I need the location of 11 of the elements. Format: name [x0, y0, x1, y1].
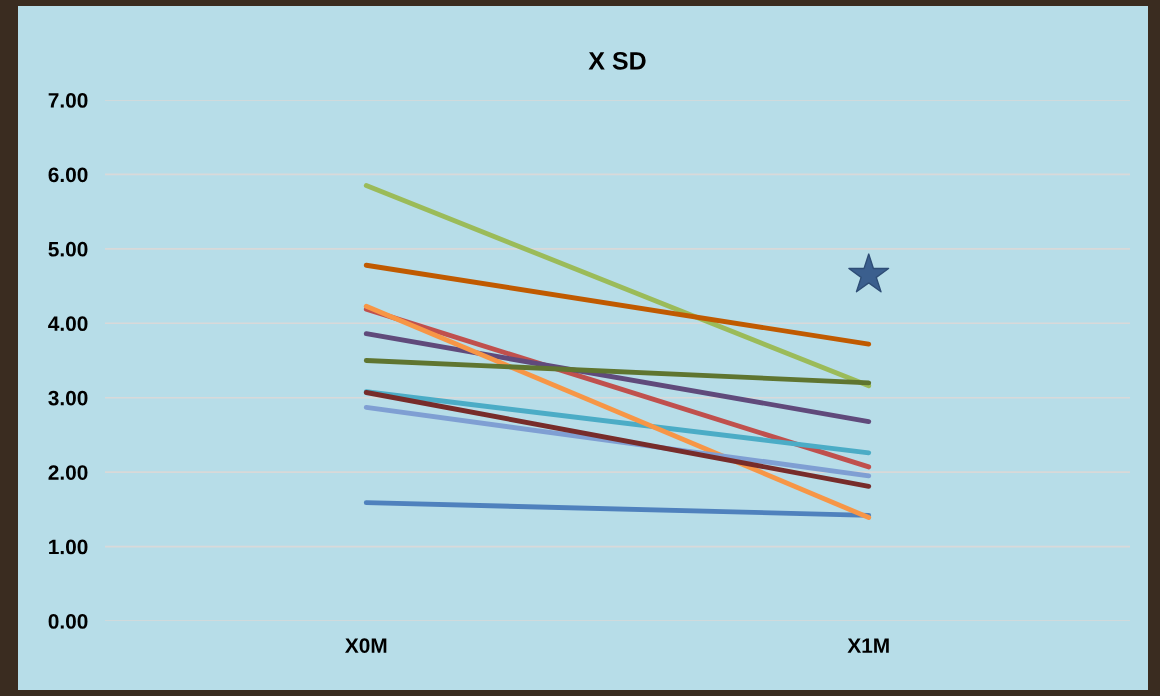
- y-tick-label: 0.00: [48, 614, 88, 629]
- chart-title: X SD: [588, 51, 646, 70]
- x-tick-label: X1M: [847, 638, 889, 653]
- y-tick-label: 5.00: [48, 241, 88, 257]
- y-tick-label: 2.00: [48, 465, 88, 480]
- y-tick-label: 7.00: [48, 93, 88, 108]
- y-tick-label: 3.00: [48, 390, 88, 406]
- x-tick-label: X0M: [345, 638, 387, 653]
- y-tick-label: 4.00: [48, 316, 88, 332]
- y-tick-label: 6.00: [48, 167, 88, 183]
- y-tick-label: 1.00: [49, 539, 88, 555]
